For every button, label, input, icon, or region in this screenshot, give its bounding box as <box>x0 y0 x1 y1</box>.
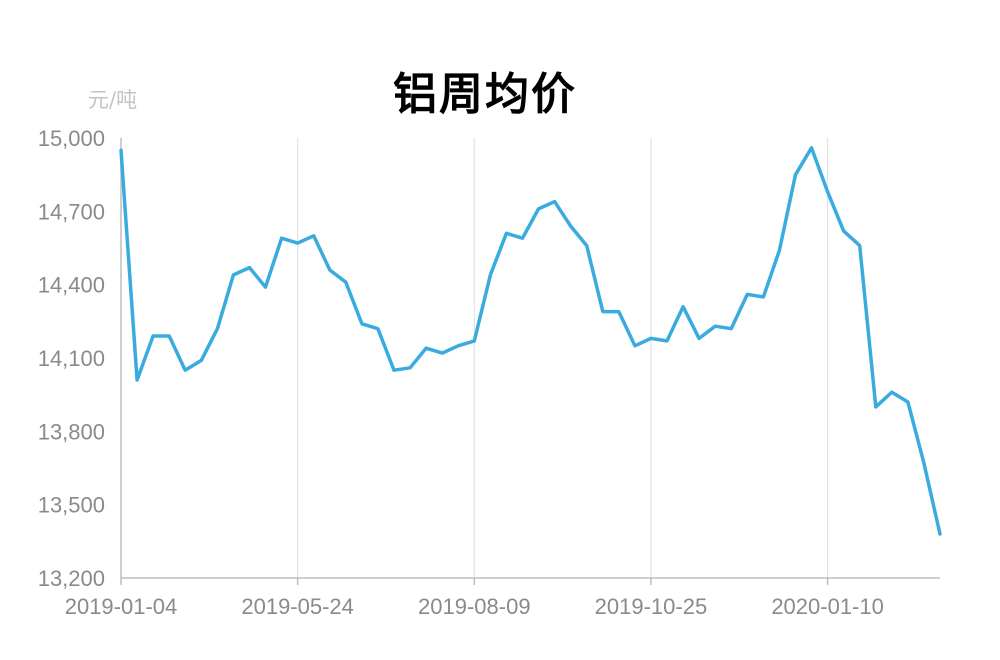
y-tick-label: 13,200 <box>38 566 105 591</box>
y-tick-label: 13,500 <box>38 493 105 518</box>
series-line <box>119 146 942 536</box>
x-tick-label: 2019-05-24 <box>241 594 354 619</box>
x-tick-label: 2019-08-09 <box>418 594 531 619</box>
chart-title: 铝周均价 <box>393 69 577 120</box>
y-tick-label: 13,800 <box>38 419 105 444</box>
x-tick-label: 2019-10-25 <box>595 594 708 619</box>
y-tick-labels: 15,000 14,700 14,400 14,100 13,800 13,500 13,2… <box>38 126 105 591</box>
x-tick-labels: 2019-01-04 2019-05-24 2019-08-09 2019-10-25… <box>65 594 884 619</box>
axes <box>120 138 940 585</box>
y-tick-label: 14,100 <box>38 346 105 371</box>
x-tick-label: 2019-01-04 <box>65 594 178 619</box>
y-tick-label: 14,700 <box>38 199 105 224</box>
grid-lines <box>297 138 829 578</box>
y-tick-label: 15,000 <box>38 126 105 151</box>
x-tick-label: 2020-01-10 <box>771 594 884 619</box>
y-axis-unit-label: 元/吨 <box>88 88 138 112</box>
series-layer <box>119 146 942 536</box>
y-tick-label: 14,400 <box>38 273 105 298</box>
